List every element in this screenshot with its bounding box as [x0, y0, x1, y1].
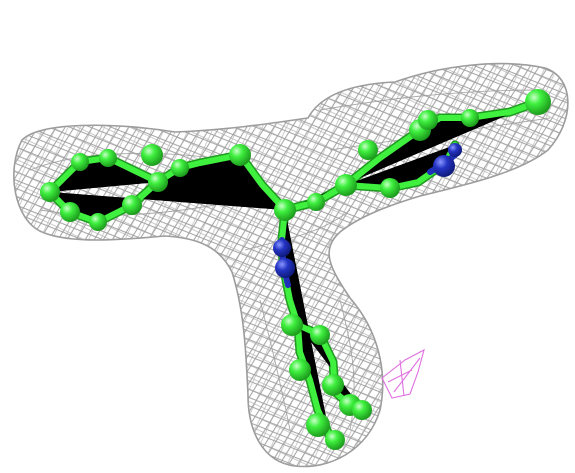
- carbon-atom: [418, 110, 438, 130]
- carbon-atom: [71, 153, 89, 171]
- nitrogen-atom: [433, 155, 455, 177]
- carbon-atom: [274, 199, 296, 221]
- carbon-atom: [40, 182, 60, 202]
- carbon-atom: [335, 174, 357, 196]
- carbon-atom: [306, 413, 330, 437]
- carbon-atom: [461, 109, 479, 127]
- nitrogen-atom: [273, 239, 291, 257]
- carbon-atom: [310, 325, 330, 345]
- carbon-atom: [289, 359, 311, 381]
- carbon-atom: [148, 172, 168, 192]
- carbon-atom: [352, 400, 372, 420]
- carbon-atom: [307, 193, 325, 211]
- carbon-atom: [525, 89, 551, 115]
- carbon-atom: [89, 213, 107, 231]
- carbon-atom: [171, 159, 189, 177]
- difference-density-mesh: [381, 348, 425, 399]
- atoms: [40, 89, 551, 450]
- carbon-atom: [380, 178, 400, 198]
- nitrogen-atom: [275, 258, 295, 278]
- bonds: [45, 97, 543, 442]
- nitrogen-atom: [448, 143, 462, 157]
- carbon-atom: [60, 202, 80, 222]
- carbon-atom: [122, 195, 142, 215]
- carbon-atom: [229, 144, 251, 166]
- carbon-atom: [325, 430, 345, 450]
- carbon-atom: [141, 144, 163, 166]
- carbon-atom: [99, 149, 117, 167]
- carbon-atom: [281, 314, 303, 336]
- carbon-atom: [358, 140, 378, 160]
- carbon-atom: [322, 374, 344, 396]
